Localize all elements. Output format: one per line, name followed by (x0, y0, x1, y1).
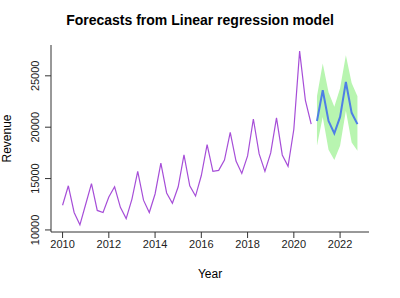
svg-text:2018: 2018 (235, 238, 259, 250)
svg-text:2010: 2010 (50, 238, 74, 250)
svg-text:2022: 2022 (328, 238, 352, 250)
svg-text:20000: 20000 (29, 112, 41, 143)
svg-text:2012: 2012 (97, 238, 121, 250)
svg-text:Revenue: Revenue (8, 114, 14, 162)
svg-text:10000: 10000 (29, 215, 41, 246)
svg-text:2020: 2020 (282, 238, 306, 250)
svg-text:2016: 2016 (189, 238, 213, 250)
svg-text:2014: 2014 (143, 238, 167, 250)
svg-text:15000: 15000 (29, 163, 41, 194)
svg-text:25000: 25000 (29, 61, 41, 92)
html-text:Forecasts from Linear regressi: Forecasts from Linear regression model (66, 12, 334, 28)
svg-text:Year: Year (198, 267, 222, 281)
